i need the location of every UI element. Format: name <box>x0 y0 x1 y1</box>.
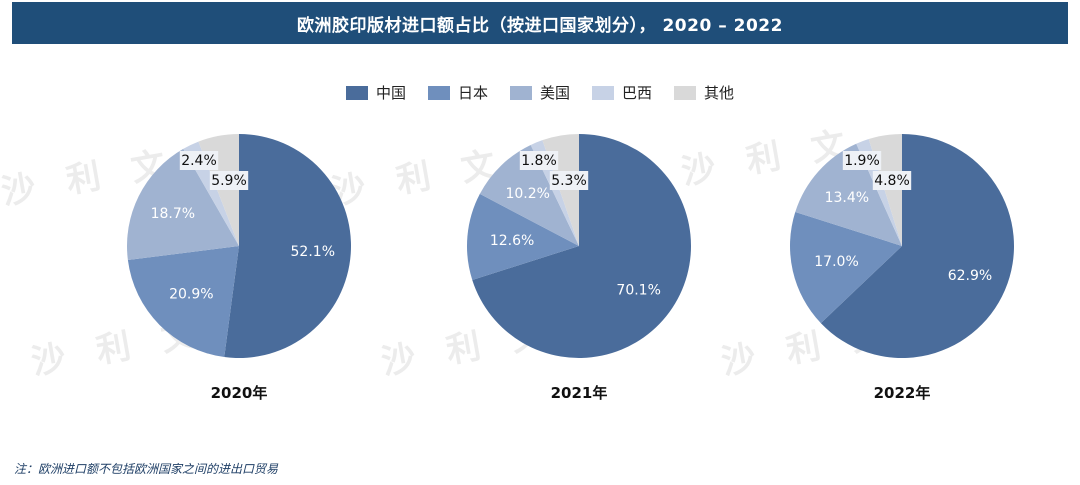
slice-usa <box>127 148 239 261</box>
data-label-text: 1.9% <box>844 153 880 169</box>
data-label-text: 52.1% <box>291 244 335 260</box>
data-label-text: 17.0% <box>814 254 858 270</box>
data-label-text: 13.4% <box>825 190 869 206</box>
page-title: 欧洲胶印版材进口额占比（按进口国家划分）， 2020 – 2022 <box>297 15 783 36</box>
data-label-text: 5.9% <box>211 173 247 189</box>
data-label-text: 10.2% <box>505 186 549 202</box>
data-label-text: 62.9% <box>948 268 992 284</box>
data-label-text: 70.1% <box>616 283 660 299</box>
legend-label: 巴西 <box>622 84 653 102</box>
pie-svg: 70.1% 12.6% 10.2% 1.8% 5.3% <box>467 134 691 358</box>
data-label-japan: 20.9% <box>169 286 213 302</box>
legend-item-other: 其他 <box>674 82 734 103</box>
pie-chart-2022: 62.9% 17.0% 13.4% 1.9% 4.8% 2022年 <box>782 126 1022 416</box>
legend: 中国 日本 美国 巴西 其他 <box>0 82 1080 103</box>
slice-japan <box>467 193 579 280</box>
data-label-japan: 17.0% <box>814 254 858 270</box>
legend-swatch <box>674 85 697 100</box>
legend-label: 其他 <box>704 84 735 102</box>
data-label-text: 20.9% <box>169 286 213 302</box>
data-label-text: 18.7% <box>151 206 195 222</box>
chart-title: 2020年 <box>210 384 268 402</box>
legend-swatch <box>427 85 450 100</box>
data-label-background <box>872 171 912 190</box>
chart-title: 2021年 <box>550 384 608 402</box>
slice-usa <box>479 144 579 246</box>
data-label-other: 4.8% <box>872 171 912 190</box>
legend-swatch <box>345 85 368 100</box>
data-label-other: 5.9% <box>209 171 249 190</box>
slice-usa <box>795 143 902 246</box>
data-label-text: 5.3% <box>551 173 587 189</box>
legend-item-usa: 美国 <box>509 82 570 103</box>
legend-label: 中国 <box>375 84 406 102</box>
data-label-background <box>179 151 219 170</box>
data-label-background <box>842 151 882 170</box>
data-label-brazil: 1.8% <box>519 151 559 170</box>
data-label-background <box>519 151 559 170</box>
legend-item-china: 中国 <box>345 82 406 103</box>
legend-label: 日本 <box>457 84 488 102</box>
data-label-background <box>209 171 249 190</box>
legend-swatch <box>509 85 532 100</box>
data-label-brazil: 2.4% <box>179 151 219 170</box>
data-label-japan: 12.6% <box>490 233 534 249</box>
pie-chart-2020: 52.1% 20.9% 18.7% 2.4% 5.9% 2020年 <box>119 126 359 416</box>
slice-china <box>224 134 351 358</box>
pie-svg: 62.9% 17.0% 13.4% 1.9% 4.8% <box>790 134 1014 358</box>
data-label-text: 4.8% <box>874 173 910 189</box>
data-label-other: 5.3% <box>549 171 589 190</box>
title-bar: 欧洲胶印版材进口额占比（按进口国家划分）， 2020 – 2022 <box>12 2 1068 44</box>
slice-china <box>820 134 1014 358</box>
slice-japan <box>127 246 239 358</box>
chart-title: 2022年 <box>873 384 931 402</box>
data-label-china: 70.1% <box>616 283 660 299</box>
data-label-text: 2.4% <box>181 153 217 169</box>
data-label-usa: 18.7% <box>151 206 195 222</box>
data-label-brazil: 1.9% <box>842 151 882 170</box>
data-label-china: 52.1% <box>291 244 335 260</box>
legend-item-japan: 日本 <box>427 82 488 103</box>
data-label-background <box>549 171 589 190</box>
legend-item-brazil: 巴西 <box>592 82 652 103</box>
data-label-text: 12.6% <box>490 233 534 249</box>
legend-swatch <box>592 85 614 100</box>
data-label-usa: 10.2% <box>505 186 549 202</box>
data-label-text: 1.8% <box>521 153 557 169</box>
pie-svg: 52.1% 20.9% 18.7% 2.4% 5.9% <box>127 134 351 358</box>
footnote: 注：欧洲进口额不包括欧洲国家之间的进出口贸易 <box>14 462 279 476</box>
legend-label: 美国 <box>539 84 570 102</box>
slice-japan <box>790 212 902 324</box>
slice-china <box>472 134 691 358</box>
data-label-usa: 13.4% <box>825 190 869 206</box>
pie-chart-2021: 70.1% 12.6% 10.2% 1.8% 5.3% 2021年 <box>459 126 699 416</box>
data-label-china: 62.9% <box>948 268 992 284</box>
